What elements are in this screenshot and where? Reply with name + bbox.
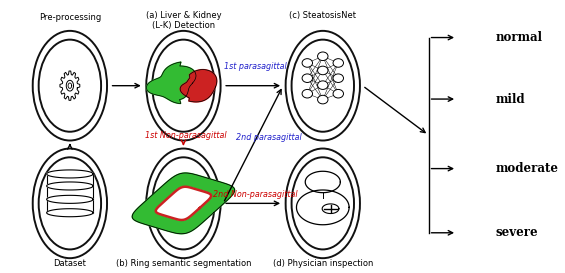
Polygon shape [305, 171, 340, 193]
Ellipse shape [333, 74, 344, 82]
Text: Pre-processing: Pre-processing [39, 13, 101, 22]
Polygon shape [180, 70, 217, 102]
Polygon shape [297, 190, 349, 225]
Polygon shape [47, 195, 93, 203]
Polygon shape [47, 182, 93, 190]
Text: (d) Physician inspection: (d) Physician inspection [272, 259, 373, 268]
Polygon shape [132, 173, 234, 234]
Ellipse shape [318, 95, 328, 104]
Ellipse shape [333, 90, 344, 98]
Text: (b) Ring semantic segmentation: (b) Ring semantic segmentation [116, 259, 251, 268]
Polygon shape [146, 62, 196, 103]
Polygon shape [68, 83, 72, 88]
Ellipse shape [302, 90, 312, 98]
Polygon shape [47, 174, 93, 213]
Text: Dataset: Dataset [54, 259, 86, 268]
Polygon shape [47, 170, 93, 178]
Polygon shape [60, 71, 80, 100]
Text: 1st Non-parasagittal: 1st Non-parasagittal [145, 131, 227, 140]
Text: 1st parasagittal: 1st parasagittal [224, 62, 287, 71]
Ellipse shape [302, 59, 312, 67]
Text: (a) Liver & Kidney
(L-K) Detection: (a) Liver & Kidney (L-K) Detection [146, 11, 221, 30]
Ellipse shape [302, 74, 312, 82]
Polygon shape [66, 80, 73, 91]
Ellipse shape [318, 52, 328, 61]
Text: moderate: moderate [496, 162, 559, 175]
Ellipse shape [333, 59, 344, 67]
Polygon shape [156, 187, 211, 220]
Text: 2nd parasagittal: 2nd parasagittal [236, 133, 302, 142]
Ellipse shape [318, 66, 328, 75]
Text: 2nd Non-parasagittal: 2nd Non-parasagittal [214, 189, 298, 198]
Text: severe: severe [496, 226, 538, 239]
Polygon shape [47, 209, 93, 217]
Polygon shape [322, 204, 339, 213]
Ellipse shape [318, 81, 328, 90]
Text: (c) SteatosisNet: (c) SteatosisNet [289, 11, 357, 20]
Text: normal: normal [496, 31, 543, 44]
Text: mild: mild [496, 93, 525, 106]
